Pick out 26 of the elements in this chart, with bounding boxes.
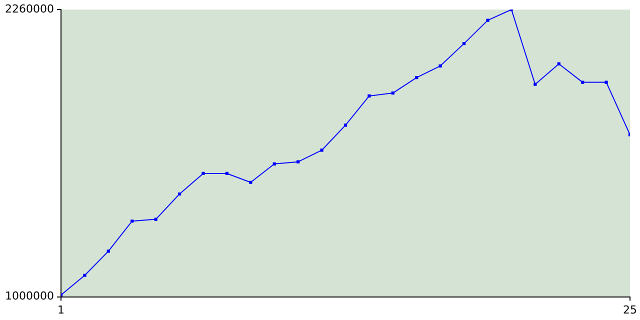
point bbox=[391, 91, 394, 95]
point bbox=[462, 42, 466, 46]
point bbox=[154, 218, 158, 221]
point bbox=[438, 64, 442, 68]
point bbox=[368, 94, 371, 98]
point bbox=[249, 180, 252, 184]
point bbox=[604, 80, 608, 84]
x-tick-label: 25 bbox=[623, 303, 637, 316]
point bbox=[581, 80, 584, 84]
point bbox=[415, 76, 418, 80]
x-tick-label: 1 bbox=[57, 303, 64, 316]
point bbox=[83, 274, 86, 277]
point bbox=[296, 160, 300, 164]
point bbox=[272, 162, 276, 166]
point bbox=[344, 124, 348, 127]
point bbox=[557, 62, 560, 66]
point bbox=[486, 18, 490, 22]
point bbox=[106, 250, 110, 253]
y-tick-label: 2260000 bbox=[4, 2, 54, 16]
point bbox=[130, 220, 134, 223]
y-tick-label: 1000000 bbox=[4, 290, 54, 303]
point bbox=[534, 82, 537, 86]
point bbox=[178, 192, 182, 196]
point bbox=[320, 148, 324, 152]
point bbox=[225, 172, 229, 176]
point bbox=[202, 172, 205, 176]
